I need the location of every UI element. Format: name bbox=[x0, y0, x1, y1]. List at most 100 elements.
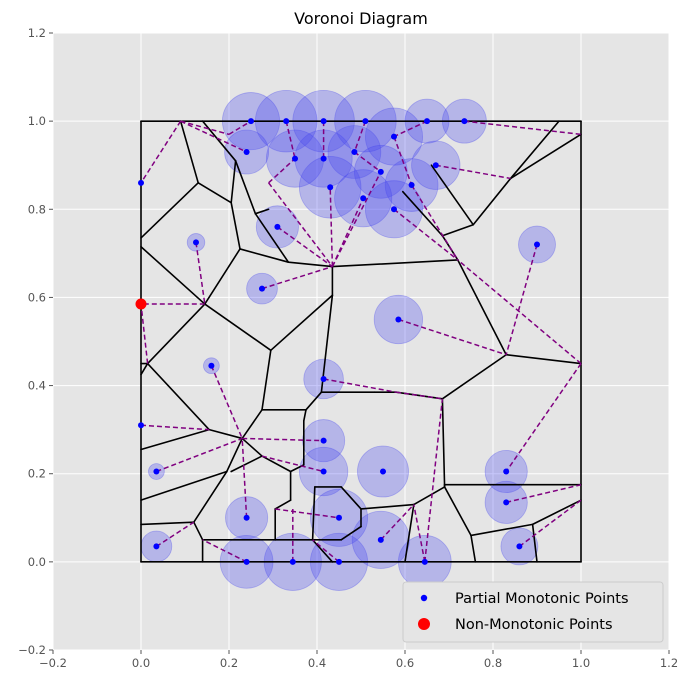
voronoi-edge bbox=[193, 470, 228, 523]
dashed-connection bbox=[261, 455, 324, 473]
voronoi-edge bbox=[305, 391, 323, 411]
dashed-connection bbox=[505, 244, 538, 355]
partial-monotonic-point bbox=[432, 162, 439, 169]
voronoi-edge bbox=[204, 303, 272, 352]
partial-monotonic-point bbox=[377, 536, 384, 543]
partial-monotonic-point bbox=[380, 468, 386, 475]
partial-monotonic-point bbox=[248, 118, 254, 125]
dashed-connection bbox=[506, 484, 582, 504]
partial-monotonic-point bbox=[377, 168, 384, 175]
voronoi-edge bbox=[470, 534, 477, 563]
voronoi-edge bbox=[472, 177, 512, 226]
y-tick-label: 1.0 bbox=[28, 114, 46, 128]
x-tick-label: −0.2 bbox=[39, 656, 67, 670]
voronoi-edge bbox=[230, 201, 241, 250]
dashed-connection bbox=[242, 437, 324, 442]
partial-monotonic-point bbox=[138, 179, 144, 186]
partial-monotonic-point bbox=[351, 148, 358, 155]
partial-monotonic-point bbox=[243, 514, 250, 521]
voronoi-edge bbox=[331, 259, 459, 268]
dashed-connection bbox=[312, 539, 340, 563]
y-tick-label: 0.0 bbox=[28, 555, 46, 569]
dashed-connection bbox=[285, 120, 296, 159]
dashed-connection bbox=[393, 208, 459, 261]
dashed-connection bbox=[457, 259, 582, 365]
partial-monotonic-point bbox=[138, 422, 144, 429]
dashed-connection bbox=[353, 151, 382, 173]
dashed-connection bbox=[329, 187, 334, 267]
voronoi-edge bbox=[509, 120, 560, 180]
partial-monotonic-point bbox=[336, 558, 342, 565]
voronoi-edge bbox=[470, 523, 534, 537]
partial-monotonic-point bbox=[193, 239, 199, 246]
voronoi-edge bbox=[340, 525, 362, 541]
dashed-connection bbox=[393, 120, 428, 138]
dashed-connection bbox=[156, 437, 243, 473]
tick-labels: −0.2−0.2 0.0 0.0 0.2 0.2 0.4 0.4 0.6 0.6 0.8 0.8 1.… bbox=[18, 26, 678, 670]
voronoi-edge bbox=[261, 455, 292, 473]
legend-marker-partial bbox=[420, 594, 428, 602]
partial-monotonic-point bbox=[283, 118, 290, 125]
y-tick-label: 0.6 bbox=[28, 290, 46, 304]
dashed-connection bbox=[140, 303, 149, 364]
legend-label-non-monotonic: Non-Monotonic Points bbox=[455, 617, 613, 633]
voronoi-edge bbox=[311, 486, 316, 541]
x-tick-label: 0.4 bbox=[308, 656, 326, 670]
voronoi-edge bbox=[197, 182, 232, 204]
dashed-connection bbox=[413, 504, 426, 562]
x-tick-label: 1.2 bbox=[660, 656, 678, 670]
partial-monotonic-point bbox=[408, 182, 415, 189]
voronoi-edge bbox=[360, 503, 415, 510]
partial-monotonic-point bbox=[336, 514, 342, 521]
dashed-connection bbox=[228, 120, 252, 136]
non-monotonic-point bbox=[135, 298, 147, 310]
voronoi-edge bbox=[287, 261, 334, 268]
partial-monotonic-point bbox=[292, 155, 298, 162]
voronoi-edge bbox=[340, 486, 362, 510]
x-tick-label: 0.6 bbox=[396, 656, 414, 670]
voronoi-edge bbox=[140, 362, 149, 376]
legend-marker-non-monotonic bbox=[418, 618, 430, 630]
partial-monotonic-point bbox=[320, 118, 327, 125]
dashed-connection bbox=[505, 363, 582, 472]
legend: Partial Monotonic Points Non-Monotonic P… bbox=[402, 581, 664, 643]
voronoi-edge bbox=[140, 182, 199, 239]
partial-monotonic-point bbox=[461, 118, 468, 125]
chart-title: Voronoi Diagram bbox=[294, 9, 428, 28]
partial-monotonic-point bbox=[320, 155, 327, 162]
partial-monotonic-point bbox=[153, 468, 160, 475]
legend-box bbox=[402, 581, 664, 643]
y-tick-label: −0.2 bbox=[18, 643, 46, 657]
partial-monotonic-point bbox=[391, 133, 397, 140]
y-tick-label: 0.4 bbox=[28, 379, 46, 393]
voronoi-edge bbox=[226, 437, 243, 473]
voronoi-edge bbox=[430, 164, 475, 226]
voronoi-edge bbox=[404, 503, 415, 563]
voronoi-edge bbox=[441, 353, 508, 400]
x-tick-label: 0.8 bbox=[484, 656, 502, 670]
voronoi-edge bbox=[140, 428, 210, 451]
partial-monotonic-point bbox=[421, 558, 428, 565]
partial-monotonic-point bbox=[289, 558, 296, 565]
partial-monotonic-point bbox=[391, 206, 397, 213]
dashed-connection bbox=[464, 120, 582, 136]
dashed-connection bbox=[261, 265, 333, 290]
voronoi-edges bbox=[140, 120, 582, 563]
dashed-connection bbox=[180, 120, 230, 136]
dashed-connection bbox=[180, 120, 247, 153]
dashed-connection bbox=[380, 504, 415, 541]
dashed-connection bbox=[140, 424, 210, 431]
dashed-connection bbox=[518, 499, 582, 548]
dashed-connection bbox=[398, 318, 507, 356]
voronoi-edge bbox=[201, 120, 237, 162]
partial-monotonic-point bbox=[320, 437, 327, 444]
voronoi-edge bbox=[395, 391, 444, 400]
voronoi-edge bbox=[531, 499, 582, 526]
voronoi-edge bbox=[505, 353, 582, 365]
voronoi-edge bbox=[302, 409, 307, 422]
dashed-connection bbox=[202, 539, 247, 563]
dashed-connections bbox=[140, 120, 582, 563]
dashed-connection bbox=[195, 242, 206, 305]
dashed-connection bbox=[268, 158, 296, 184]
voronoi-edge bbox=[146, 303, 206, 365]
